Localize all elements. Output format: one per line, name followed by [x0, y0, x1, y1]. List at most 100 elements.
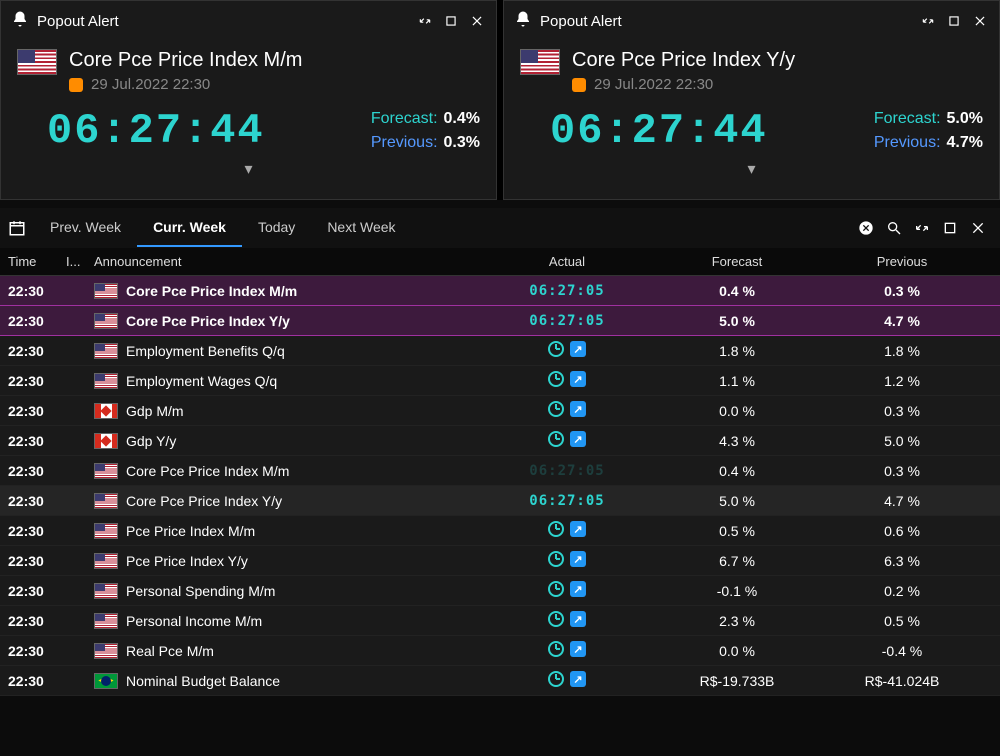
tab-prev-week[interactable]: Prev. Week	[34, 209, 137, 247]
clock-icon[interactable]	[548, 521, 564, 537]
popout-arrow-icon[interactable]	[570, 581, 586, 597]
popout-arrow-icon[interactable]	[570, 371, 586, 387]
clock-icon[interactable]	[548, 371, 564, 387]
cell-announcement: Gdp Y/y	[94, 433, 482, 449]
close-icon[interactable]	[971, 12, 989, 30]
flag-us-icon	[94, 283, 118, 299]
collapse-icon[interactable]	[416, 12, 434, 30]
cell-previous: 1.2 %	[822, 373, 992, 389]
table-row[interactable]: 22:30Employment Benefits Q/q1.8 %1.8 %	[0, 336, 1000, 366]
popout-arrow-icon[interactable]	[570, 611, 586, 627]
announcement-text: Core Pce Price Index Y/y	[126, 313, 290, 329]
flag-us-icon	[94, 553, 118, 569]
cell-actual	[482, 641, 652, 660]
tab-curr-week[interactable]: Curr. Week	[137, 209, 242, 247]
cell-announcement: Pce Price Index Y/y	[94, 553, 482, 569]
maximize-icon[interactable]	[940, 218, 960, 238]
cell-previous: 0.3 %	[822, 283, 992, 299]
cell-previous: -0.4 %	[822, 643, 992, 659]
forecast-label: Forecast:	[371, 110, 438, 128]
cell-announcement: Core Pce Price Index M/m	[94, 463, 482, 479]
col-header-actual[interactable]: Actual	[482, 254, 652, 269]
popout-arrow-icon[interactable]	[570, 401, 586, 417]
cell-previous: R$-41.024B	[822, 673, 992, 689]
clock-icon[interactable]	[548, 551, 564, 567]
calendar-rows: 22:30Core Pce Price Index M/m06:27:050.4…	[0, 276, 1000, 696]
clock-icon[interactable]	[548, 431, 564, 447]
table-row[interactable]: 22:30Core Pce Price Index M/m06:27:050.4…	[0, 456, 1000, 486]
flag-us-icon	[94, 313, 118, 329]
table-row[interactable]: 22:30Core Pce Price Index M/m06:27:050.4…	[0, 276, 1000, 306]
cell-time: 22:30	[8, 643, 66, 659]
col-header-announcement[interactable]: Announcement	[94, 254, 482, 269]
table-row[interactable]: 22:30Gdp M/m0.0 %0.3 %	[0, 396, 1000, 426]
bell-icon	[514, 10, 532, 33]
cell-previous: 4.7 %	[822, 313, 992, 329]
table-row[interactable]: 22:30Pce Price Index M/m0.5 %0.6 %	[0, 516, 1000, 546]
search-icon[interactable]	[884, 218, 904, 238]
popout-arrow-icon[interactable]	[570, 641, 586, 657]
table-row[interactable]: 22:30Employment Wages Q/q1.1 %1.2 %	[0, 366, 1000, 396]
popout-arrow-icon[interactable]	[570, 671, 586, 687]
calendar-section: Prev. Week Curr. Week Today Next Week Ti…	[0, 208, 1000, 696]
alert-datetime: 29 Jul.2022 22:30	[594, 76, 713, 93]
table-row[interactable]: 22:30Core Pce Price Index Y/y06:27:055.0…	[0, 486, 1000, 516]
importance-badge	[69, 78, 83, 92]
calendar-icon[interactable]	[8, 219, 26, 237]
announcement-text: Employment Benefits Q/q	[126, 343, 285, 359]
table-row[interactable]: 22:30Real Pce M/m0.0 %-0.4 %	[0, 636, 1000, 666]
cell-actual: 06:27:05	[482, 463, 652, 479]
collapse-icon[interactable]	[912, 218, 932, 238]
alert-panel-0: Popout Alert Core Pce Price Index M/m 29…	[0, 0, 497, 200]
cell-forecast: 5.0 %	[652, 493, 822, 509]
table-row[interactable]: 22:30Nominal Budget BalanceR$-19.733BR$-…	[0, 666, 1000, 696]
chevron-down-icon[interactable]: ▾	[520, 159, 983, 179]
flag-us-icon	[94, 463, 118, 479]
table-row[interactable]: 22:30Pce Price Index Y/y6.7 %6.3 %	[0, 546, 1000, 576]
close-icon[interactable]	[468, 12, 486, 30]
countdown-timer: 06:27:44	[520, 107, 854, 155]
popout-arrow-icon[interactable]	[570, 431, 586, 447]
popout-arrow-icon[interactable]	[570, 551, 586, 567]
flag-us-icon	[94, 373, 118, 389]
tab-next-week[interactable]: Next Week	[311, 209, 411, 247]
close-icon[interactable]	[968, 218, 988, 238]
alert-title: Core Pce Price Index Y/y	[572, 49, 795, 72]
clock-icon[interactable]	[548, 401, 564, 417]
announcement-text: Nominal Budget Balance	[126, 673, 280, 689]
alert-panel-1: Popout Alert Core Pce Price Index Y/y 29…	[503, 0, 1000, 200]
cell-announcement: Personal Spending M/m	[94, 583, 482, 599]
chevron-down-icon[interactable]: ▾	[17, 159, 480, 179]
table-row[interactable]: 22:30Core Pce Price Index Y/y06:27:055.0…	[0, 306, 1000, 336]
clock-icon[interactable]	[548, 341, 564, 357]
collapse-icon[interactable]	[919, 12, 937, 30]
table-row[interactable]: 22:30Personal Income M/m2.3 %0.5 %	[0, 606, 1000, 636]
clock-icon[interactable]	[548, 671, 564, 687]
tab-today[interactable]: Today	[242, 209, 311, 247]
announcement-text: Pce Price Index Y/y	[126, 553, 248, 569]
cell-previous: 6.3 %	[822, 553, 992, 569]
announcement-text: Real Pce M/m	[126, 643, 214, 659]
cell-previous: 0.3 %	[822, 463, 992, 479]
table-row[interactable]: 22:30Gdp Y/y4.3 %5.0 %	[0, 426, 1000, 456]
maximize-icon[interactable]	[945, 12, 963, 30]
cell-actual	[482, 341, 652, 360]
clock-icon[interactable]	[548, 581, 564, 597]
table-row[interactable]: 22:30Personal Spending M/m-0.1 %0.2 %	[0, 576, 1000, 606]
clear-filter-icon[interactable]	[856, 218, 876, 238]
col-header-time[interactable]: Time	[8, 254, 66, 269]
cell-time: 22:30	[8, 523, 66, 539]
popout-arrow-icon[interactable]	[570, 521, 586, 537]
popout-alerts-row: Popout Alert Core Pce Price Index M/m 29…	[0, 0, 1000, 200]
cell-announcement: Employment Benefits Q/q	[94, 343, 482, 359]
previous-value: 0.3%	[444, 134, 480, 152]
col-header-importance[interactable]: I...	[66, 254, 94, 269]
clock-icon[interactable]	[548, 641, 564, 657]
col-header-forecast[interactable]: Forecast	[652, 254, 822, 269]
forecast-value: 5.0%	[947, 110, 983, 128]
clock-icon[interactable]	[548, 611, 564, 627]
popout-arrow-icon[interactable]	[570, 341, 586, 357]
cell-forecast: 0.5 %	[652, 523, 822, 539]
col-header-previous[interactable]: Previous	[822, 254, 992, 269]
maximize-icon[interactable]	[442, 12, 460, 30]
